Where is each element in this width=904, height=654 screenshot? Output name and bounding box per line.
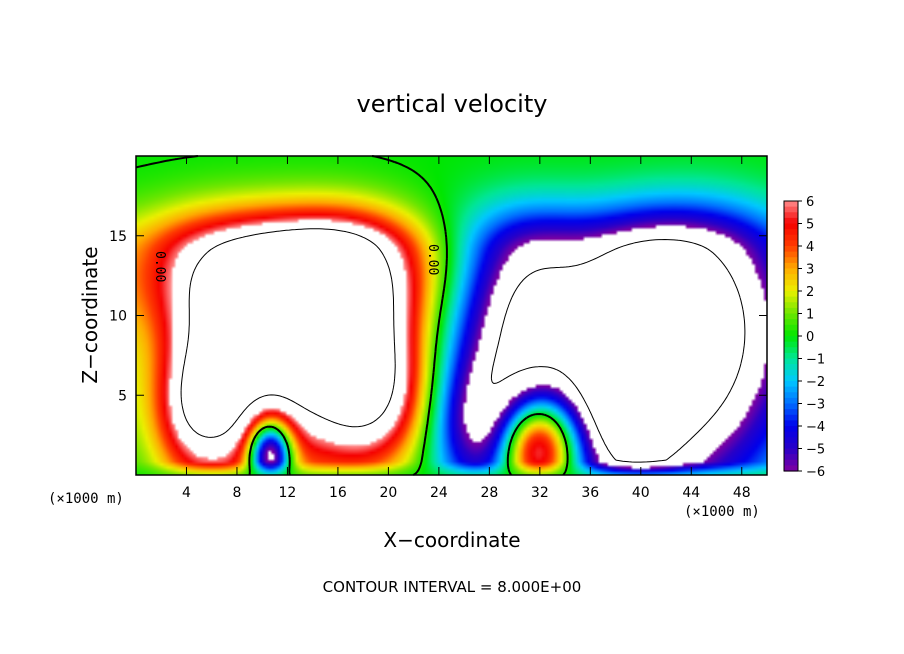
colorbar-swatch (784, 319, 798, 326)
colorbar-label: −4 (806, 420, 825, 435)
colorbar-swatch (784, 285, 798, 292)
x-tick-label: 48 (733, 485, 751, 501)
y-tick-label: 15 (109, 229, 127, 245)
colorbar-swatch (784, 454, 798, 461)
colorbar-swatch (784, 369, 798, 376)
colorbar-swatch (784, 409, 798, 416)
x-tick-label: 8 (232, 485, 241, 501)
colorbar-swatch (784, 347, 798, 354)
colorbar-swatch (784, 234, 798, 241)
x-axis-ticks: 4 8 12 16 20 24 28 32 36 40 44 48 (182, 156, 751, 501)
colorbar-swatch (784, 274, 798, 281)
contour-line (490, 239, 746, 463)
colorbar-swatch (784, 217, 798, 225)
plot-area (135, 155, 768, 476)
contour-label: 0.00 (425, 244, 440, 275)
x-tick-label: 4 (182, 485, 191, 501)
contour-interval-note: CONTOUR INTERVAL = 8.000E+00 (323, 578, 582, 596)
y-axis-ticks: 5 10 15 (109, 229, 767, 404)
colorbar-swatch (784, 358, 798, 365)
y-tick-label: 5 (118, 388, 127, 404)
colorbar-swatch (784, 251, 798, 258)
colorbar-swatch (784, 341, 798, 348)
colorbar-label: −1 (806, 353, 825, 368)
x-tick-label: 28 (480, 485, 498, 501)
colorbar-label: 0 (806, 330, 814, 345)
colorbar-swatch (784, 448, 798, 455)
colorbar-label: −5 (806, 443, 825, 458)
velocity-field (136, 156, 767, 475)
colorbar-swatch (784, 336, 798, 343)
colorbar-swatch (784, 381, 798, 388)
colorbar-swatch (784, 352, 798, 360)
x-unit-label-left: (×1000 m) (48, 491, 124, 507)
colorbar-label: −6 (806, 465, 825, 480)
colorbar-swatch (784, 397, 798, 405)
colorbar-swatch (784, 465, 798, 472)
colorbar-swatch (784, 201, 798, 208)
colorbar-swatch (784, 364, 798, 371)
x-tick-label: 12 (279, 485, 297, 501)
contour-line (135, 155, 569, 476)
colorbar-swatch (784, 420, 798, 427)
y-axis-label: Z−coordinate (78, 246, 102, 383)
x-tick-label: 36 (581, 485, 599, 501)
contour-labels: 0.00 0.00 (152, 244, 440, 282)
colorbar-swatch (784, 324, 798, 331)
contour-line (180, 228, 396, 438)
colorbar-swatch (784, 307, 798, 315)
x-tick-label: 20 (379, 485, 397, 501)
colorbar-swatch (784, 246, 798, 253)
x-tick-label: 44 (682, 485, 700, 501)
contour-label: 0.00 (152, 251, 167, 282)
colorbar-swatch (784, 223, 798, 230)
colorbar-swatch (784, 431, 798, 438)
colorbar-swatch (784, 279, 798, 286)
colorbar-swatch (784, 313, 798, 320)
colorbar-swatch (784, 229, 798, 236)
colorbar-swatch (784, 212, 798, 219)
colorbar-swatch (784, 330, 798, 337)
colorbar-label: 2 (806, 285, 814, 300)
colorbar-swatch (784, 386, 798, 393)
colorbar-swatch (784, 240, 798, 247)
colorbar-label: 4 (806, 240, 814, 255)
colorbar-label: 3 (806, 263, 814, 278)
x-axis-label: X−coordinate (383, 528, 520, 552)
colorbar-swatch (784, 437, 798, 444)
colorbar-label: 5 (806, 218, 814, 233)
colorbar-swatch (784, 442, 798, 450)
y-tick-label: 10 (109, 309, 127, 325)
x-tick-label: 16 (329, 485, 347, 501)
colorbar-swatch (784, 403, 798, 410)
colorbar-swatch (784, 262, 798, 270)
colorbar-swatch (784, 291, 798, 298)
colorbar-label: −2 (806, 375, 825, 390)
colorbar-swatch (784, 375, 798, 382)
colorbar-label: −3 (806, 398, 825, 413)
contour-lines (135, 155, 746, 476)
x-unit-label-right: (×1000 m) (684, 504, 760, 520)
x-tick-label: 40 (632, 485, 650, 501)
colorbar: 6 5 4 3 2 1 0 −1 −2 −3 −4 −5 −6 (783, 195, 825, 480)
x-tick-label: 32 (531, 485, 549, 501)
colorbar-swatch (784, 426, 798, 433)
colorbar-swatch (784, 302, 798, 309)
colorbar-swatch (784, 206, 798, 213)
chart-title: vertical velocity (357, 90, 548, 118)
colorbar-swatch (784, 296, 798, 303)
x-tick-label: 24 (430, 485, 448, 501)
colorbar-swatch (784, 459, 798, 466)
colorbar-label: 1 (806, 308, 814, 323)
colorbar-swatch (784, 414, 798, 421)
colorbar-swatch (784, 257, 798, 264)
colorbar-swatch (784, 268, 798, 275)
colorbar-label: 6 (806, 195, 814, 210)
colorbar-swatch (784, 392, 798, 399)
